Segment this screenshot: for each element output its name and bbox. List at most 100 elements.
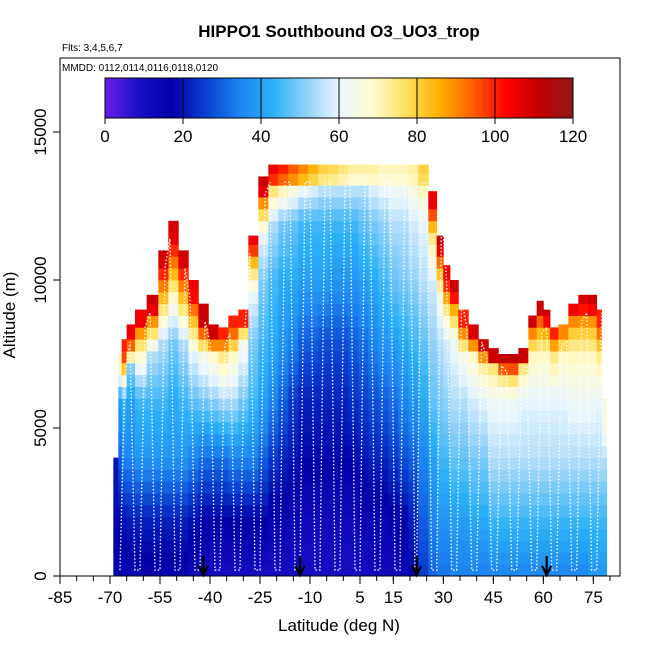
heatmap-cell (508, 398, 519, 411)
heatmap-cell (418, 208, 429, 222)
heatmap-cell (388, 339, 399, 352)
heatmap-cell (238, 481, 249, 494)
heatmap-cell (588, 528, 598, 541)
heatmap-cell (348, 552, 359, 565)
heatmap-cell (228, 410, 239, 423)
heatmap-cell (258, 386, 269, 399)
heatmap-cell (478, 445, 489, 458)
heatmap-cell (318, 540, 329, 553)
heatmap-cell (208, 398, 219, 411)
heatmap-cell (536, 445, 544, 458)
heatmap-cell (398, 197, 409, 210)
heatmap-cell (308, 374, 319, 387)
heatmap-cell (308, 469, 319, 482)
heatmap-cell (443, 265, 451, 269)
heatmap-cell (278, 564, 289, 577)
heatmap-cell (328, 315, 339, 328)
heatmap-cell (188, 315, 199, 328)
heatmap-cell (328, 504, 339, 518)
heatmap-cell (508, 422, 519, 435)
heatmap-cell (478, 433, 489, 447)
heatmap-cell (498, 528, 509, 541)
heatmap-cell (368, 256, 379, 269)
heatmap-cell (278, 398, 289, 411)
heatmap-cell (443, 493, 451, 506)
heatmap-cell (338, 504, 349, 518)
heatmap-cell (478, 504, 489, 518)
heatmap-cell (408, 244, 419, 257)
heatmap-cell (328, 374, 339, 387)
heatmap-cell (188, 339, 199, 352)
heatmap-cell (398, 540, 409, 553)
heatmap-cell (258, 516, 269, 530)
heatmap-cell (258, 445, 269, 458)
heatmap-cell (436, 516, 444, 530)
heatmap-cell (168, 481, 179, 494)
heatmap-cell (318, 327, 329, 340)
heatmap-cell (418, 504, 429, 518)
heatmap-cell (558, 457, 569, 470)
heatmap-cell (601, 504, 608, 518)
heatmap-cell (158, 315, 169, 328)
heatmap-cell (378, 351, 389, 364)
heatmap-cell (318, 481, 329, 494)
heatmap-cell (358, 516, 369, 530)
heatmap-cell (298, 457, 309, 470)
heatmap-cell (238, 457, 249, 470)
heatmap-cell (121, 457, 128, 470)
heatmap-cell (328, 291, 339, 305)
heatmap-cell (398, 232, 409, 245)
heatmap-cell (378, 433, 389, 447)
heatmap-cell (436, 291, 444, 305)
heatmap-cell (536, 504, 544, 518)
heatmap-cell (288, 280, 299, 293)
heatmap-cell (278, 164, 289, 174)
heatmap-cell (558, 362, 569, 376)
heatmap-cell (178, 457, 189, 470)
heatmap-cell (258, 256, 269, 269)
heatmap-cell (126, 516, 136, 530)
heatmap-cell (328, 351, 339, 364)
heatmap-cell (328, 208, 339, 222)
heatmap-cell (568, 445, 579, 458)
heatmap-cell (450, 410, 459, 423)
colorbar-tick-label: 40 (252, 127, 271, 146)
heatmap-cell (146, 303, 159, 316)
heatmap-cell (368, 315, 379, 328)
heatmap-cell (436, 445, 444, 458)
heatmap-cell (488, 445, 499, 458)
heatmap-cell (318, 528, 329, 541)
heatmap-cell (468, 493, 479, 506)
heatmap-cell (228, 516, 239, 530)
heatmap-cell (135, 315, 148, 328)
heatmap-cell (318, 493, 329, 506)
heatmap-cell (188, 540, 199, 553)
colorbar-tick-label: 80 (408, 127, 427, 146)
heatmap-cell (118, 386, 123, 399)
heatmap-cell (288, 197, 299, 210)
heatmap-cell (388, 268, 399, 281)
heatmap-cell (113, 516, 119, 530)
flight-track (119, 181, 603, 571)
heatmap-cell (443, 410, 451, 423)
heatmap-cell (428, 191, 438, 198)
heatmap-cell (218, 433, 229, 447)
heatmap-cell (536, 362, 544, 376)
heatmap-cell (550, 564, 559, 577)
heatmap-cell (588, 315, 598, 328)
heatmap-cell (543, 516, 551, 530)
heatmap-cell (368, 197, 379, 210)
heatmap-cell (118, 469, 123, 482)
heatmap-cell (408, 398, 419, 411)
heatmap-cell (450, 303, 459, 316)
heatmap-cell (238, 445, 249, 458)
heatmap-cell (198, 504, 209, 518)
heatmap-cell (126, 445, 136, 458)
heatmap-cell (113, 481, 119, 494)
heatmap-cell (596, 327, 603, 340)
heatmap-cell (126, 457, 136, 470)
heatmap-cell (518, 552, 529, 565)
heatmap-cell (558, 433, 569, 447)
heatmap-cell (308, 398, 319, 411)
heatmap-cell (443, 291, 451, 305)
